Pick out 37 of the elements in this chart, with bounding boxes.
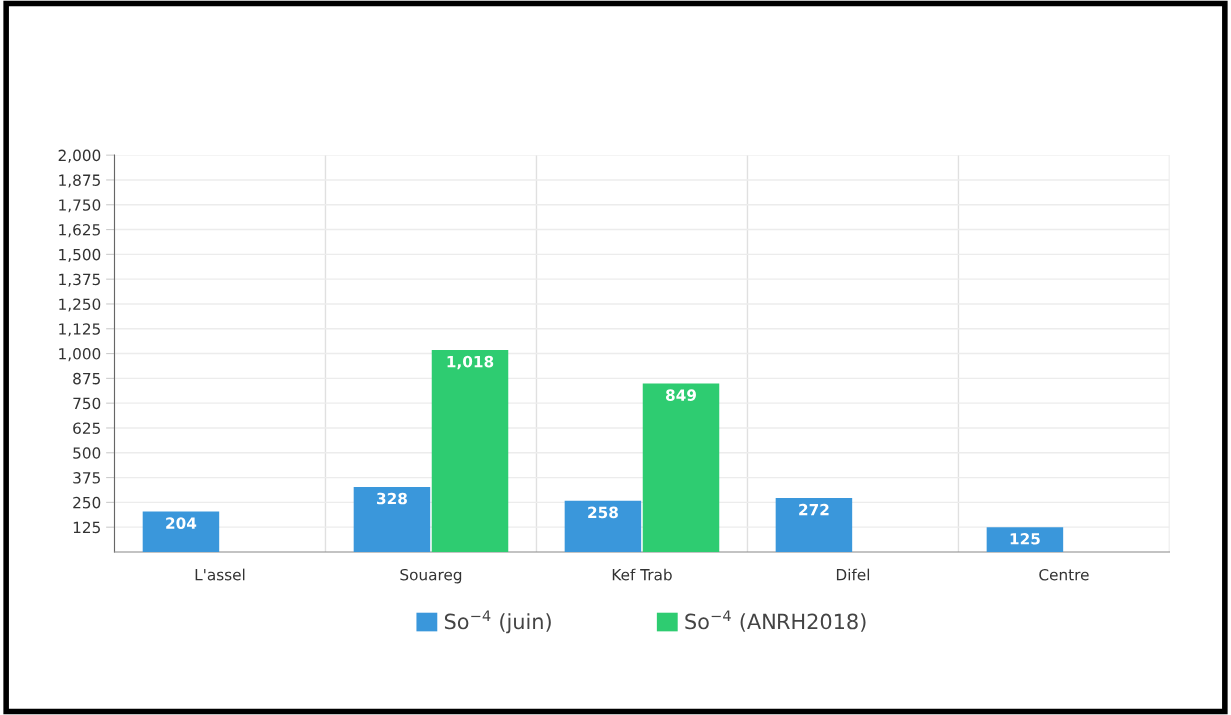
y-tick-label: 1,750 [59,199,101,213]
legend-label: So$^{−4}$ (ANRH2018) [685,610,866,632]
x-tick-label: Difel [836,568,870,581]
x-tick-label: Centre [1039,568,1089,581]
bar [353,486,431,552]
bar [564,500,642,552]
data-label: 328 [377,492,407,505]
y-tick-label: 375 [73,472,100,484]
data-label: 849 [665,389,696,401]
bar [431,350,509,552]
y-tick-label: 2,000 [58,149,101,163]
x-tick-label: Souareg [400,568,462,584]
bar [142,511,220,552]
y-tick-label: 1,125 [59,323,100,337]
y-tick-label: 625 [73,422,100,434]
y-tick-label: 1,625 [59,224,100,238]
y-tick-label: 1,250 [59,298,101,312]
data-label: 204 [166,517,197,529]
bar [986,527,1064,552]
legend-label: So$^{−4}$ (juin) [444,610,551,634]
data-label: 125 [1010,533,1040,545]
data-label: 258 [588,506,618,519]
bar [642,383,720,552]
y-tick-label: 1,000 [59,348,101,362]
data-label: 1,018 [447,355,494,370]
x-tick-label: Kef Trab [612,568,672,581]
y-tick-label: 500 [73,447,101,459]
y-tick-label: 1,875 [59,174,100,188]
y-tick-label: 750 [73,397,101,410]
y-tick-label: 1,500 [59,248,101,262]
data-label: 272 [799,503,829,516]
y-tick-label: 250 [73,496,101,509]
y-tick-label: 875 [73,372,100,385]
x-tick-label: L'assel [195,568,245,581]
y-tick-label: 1,375 [59,273,100,287]
bar [775,498,853,552]
y-tick-label: 125 [73,521,100,534]
